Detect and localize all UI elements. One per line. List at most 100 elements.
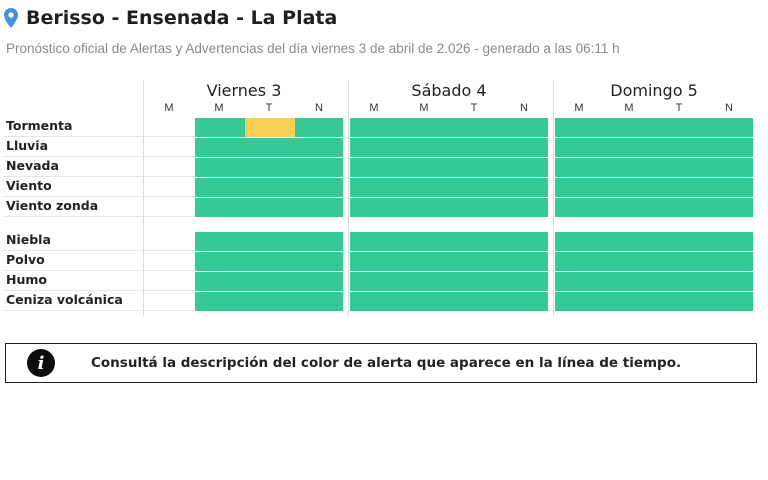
alert-cell[interactable] <box>605 198 655 217</box>
alert-timeline-grid: Viernes 3 M M T N Sábado 4 M M T N Domingo 5 M M T N To… <box>0 80 768 320</box>
alert-cell[interactable] <box>555 272 605 291</box>
alert-cell[interactable] <box>195 178 245 197</box>
alert-cell[interactable] <box>350 252 400 271</box>
alert-cell[interactable] <box>605 138 655 157</box>
alert-cell[interactable] <box>655 292 705 311</box>
alert-cell[interactable] <box>605 178 655 197</box>
alert-cell[interactable] <box>500 118 548 137</box>
alert-cell[interactable] <box>350 118 400 137</box>
alert-cell[interactable] <box>555 138 605 157</box>
alert-cell[interactable] <box>195 138 245 157</box>
alert-cell[interactable] <box>195 252 245 271</box>
alert-cell[interactable] <box>705 178 753 197</box>
alert-cell[interactable] <box>705 252 753 271</box>
alert-cell[interactable] <box>555 198 605 217</box>
alert-cell[interactable] <box>350 198 400 217</box>
alert-cell[interactable] <box>450 292 500 311</box>
alert-cell[interactable] <box>295 252 343 271</box>
alert-cell[interactable] <box>500 292 548 311</box>
alert-cell[interactable] <box>400 252 450 271</box>
alert-cell[interactable] <box>400 292 450 311</box>
alert-cell[interactable] <box>400 118 450 137</box>
alert-cell[interactable] <box>555 252 605 271</box>
alert-cell[interactable] <box>705 198 753 217</box>
alert-cell[interactable] <box>400 138 450 157</box>
alert-cell[interactable] <box>450 198 500 217</box>
alert-cell[interactable] <box>500 272 548 291</box>
alert-cell[interactable] <box>500 232 548 251</box>
alert-cell[interactable] <box>400 158 450 177</box>
alert-cell[interactable] <box>350 178 400 197</box>
alert-cell[interactable] <box>500 252 548 271</box>
alert-cell[interactable] <box>195 272 245 291</box>
alert-cell[interactable] <box>245 118 295 137</box>
alert-cell[interactable] <box>245 198 295 217</box>
alert-cell[interactable] <box>295 292 343 311</box>
alert-cell[interactable] <box>655 178 705 197</box>
alert-cell[interactable] <box>350 272 400 291</box>
alert-cell[interactable] <box>705 272 753 291</box>
alert-cell[interactable] <box>450 252 500 271</box>
alert-cell[interactable] <box>655 158 705 177</box>
alert-cell[interactable] <box>605 232 655 251</box>
alert-cell[interactable] <box>400 178 450 197</box>
alert-cell[interactable] <box>350 232 400 251</box>
alert-cell[interactable] <box>245 232 295 251</box>
alert-cell[interactable] <box>705 232 753 251</box>
alert-cell[interactable] <box>450 118 500 137</box>
alert-cell[interactable] <box>245 138 295 157</box>
alert-cell[interactable] <box>295 272 343 291</box>
alert-cell[interactable] <box>295 232 343 251</box>
alert-cell[interactable] <box>500 198 548 217</box>
alert-cell[interactable] <box>245 158 295 177</box>
alert-cell[interactable] <box>605 158 655 177</box>
alert-cell[interactable] <box>450 232 500 251</box>
alert-cell[interactable] <box>555 178 605 197</box>
alert-cell[interactable] <box>450 158 500 177</box>
alert-cell[interactable] <box>450 178 500 197</box>
alert-cell[interactable] <box>555 292 605 311</box>
alert-cell[interactable] <box>655 272 705 291</box>
alert-cell[interactable] <box>400 272 450 291</box>
alert-cell[interactable] <box>705 118 753 137</box>
alert-cell[interactable] <box>295 118 343 137</box>
alert-cell[interactable] <box>195 292 245 311</box>
alert-cell[interactable] <box>450 272 500 291</box>
alert-cell[interactable] <box>555 118 605 137</box>
alert-cell[interactable] <box>400 232 450 251</box>
alert-cell[interactable] <box>350 158 400 177</box>
alert-cell[interactable] <box>245 252 295 271</box>
alert-cell[interactable] <box>295 198 343 217</box>
alert-cell[interactable] <box>400 198 450 217</box>
alert-cell[interactable] <box>245 292 295 311</box>
alert-cell[interactable] <box>245 178 295 197</box>
alert-cell[interactable] <box>605 252 655 271</box>
alert-cell[interactable] <box>195 198 245 217</box>
alert-cell[interactable] <box>450 138 500 157</box>
alert-cell[interactable] <box>655 118 705 137</box>
alert-cell[interactable] <box>655 232 705 251</box>
alert-cell[interactable] <box>655 198 705 217</box>
alert-cell[interactable] <box>705 158 753 177</box>
alert-cell[interactable] <box>295 158 343 177</box>
alert-cell[interactable] <box>245 272 295 291</box>
alert-cell[interactable] <box>195 118 245 137</box>
alert-cell[interactable] <box>195 232 245 251</box>
alert-cell[interactable] <box>655 252 705 271</box>
alert-cell[interactable] <box>295 138 343 157</box>
alert-cell[interactable] <box>350 138 400 157</box>
alert-cell[interactable] <box>350 292 400 311</box>
alert-cell[interactable] <box>605 292 655 311</box>
alert-cell[interactable] <box>655 138 705 157</box>
alert-cell[interactable] <box>705 138 753 157</box>
alert-cell[interactable] <box>605 118 655 137</box>
alert-cell[interactable] <box>605 272 655 291</box>
alert-cell[interactable] <box>555 158 605 177</box>
alert-cell[interactable] <box>705 292 753 311</box>
alert-cell[interactable] <box>500 158 548 177</box>
alert-cell[interactable] <box>500 138 548 157</box>
alert-cell[interactable] <box>555 232 605 251</box>
alert-cell[interactable] <box>295 178 343 197</box>
alert-cell[interactable] <box>500 178 548 197</box>
alert-cell[interactable] <box>195 158 245 177</box>
